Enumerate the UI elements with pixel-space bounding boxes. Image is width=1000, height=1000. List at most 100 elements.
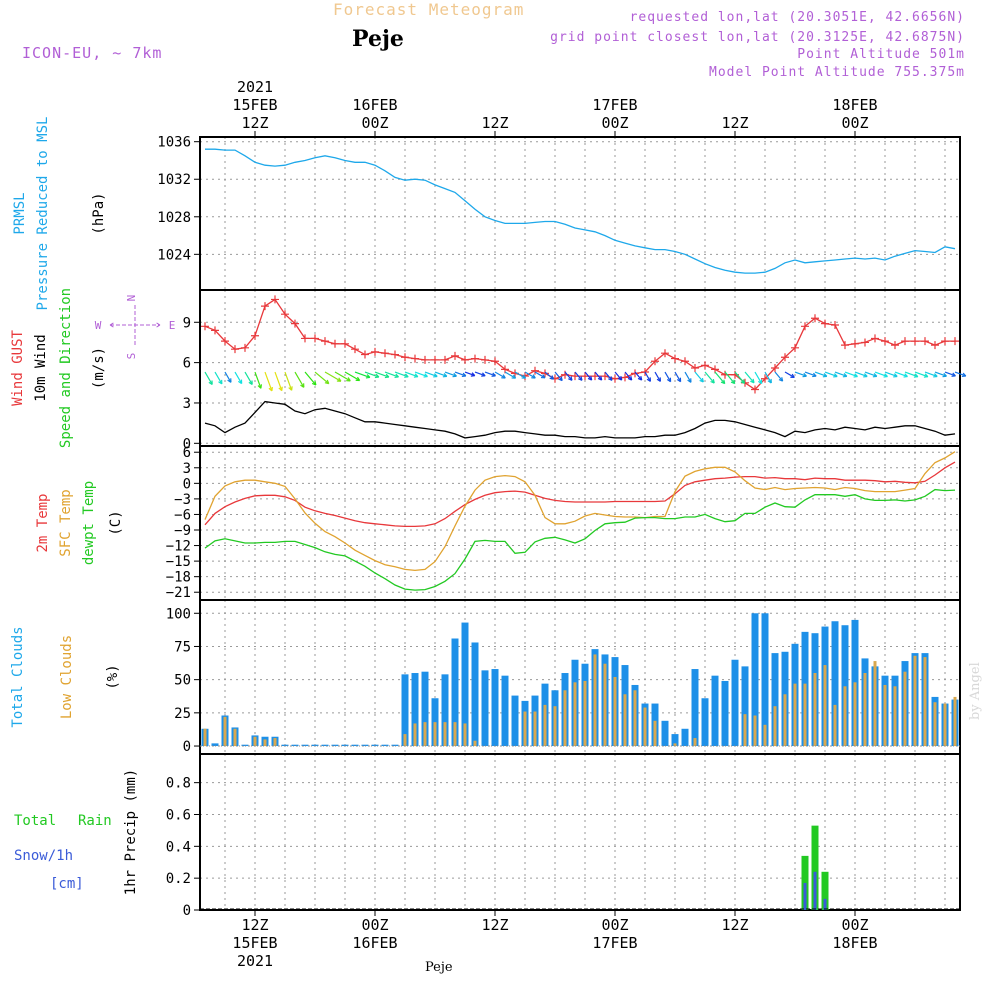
time-label-top: 00Z <box>841 114 868 132</box>
wind-arrow <box>874 371 888 378</box>
cloud-bar <box>543 704 547 747</box>
panel-clouds: 0 25 50 75 100 Total Clouds Low Clouds (%) <box>10 599 961 755</box>
cloud-bar <box>793 683 797 747</box>
gust-marker <box>861 338 869 347</box>
gust-marker <box>531 366 539 375</box>
wind-arrow-head <box>883 373 888 378</box>
gust-marker <box>401 353 409 362</box>
precip-bar <box>813 871 817 910</box>
gust-marker <box>701 361 709 370</box>
series-line <box>204 451 956 572</box>
wind-arrow <box>584 371 593 381</box>
legend-snow-label: Snow/1h <box>14 848 73 864</box>
cloud-bar <box>311 744 319 747</box>
y-tick-label: −9 <box>174 523 191 539</box>
wind-arrow <box>634 371 643 381</box>
wind-arrow-head <box>346 377 351 382</box>
requested-coordinates: requested lon,lat (20.3051E, 42.6656N) <box>629 10 965 25</box>
wind-arrow-head <box>521 374 527 379</box>
cloud-bar <box>411 673 419 747</box>
cloud-bar <box>701 698 709 747</box>
y-tick-label: 0 <box>183 476 191 492</box>
cloud-bar <box>943 703 947 747</box>
cloud-bar <box>721 680 729 747</box>
gust-marker <box>641 368 649 377</box>
wind-arrow <box>764 371 772 384</box>
cloud-bar <box>273 738 277 747</box>
y-tick-label: 3 <box>183 461 191 477</box>
cloud-bar <box>491 669 499 747</box>
time-label-bottom: 16FEB <box>352 934 397 952</box>
series-line <box>204 488 956 591</box>
gust-marker <box>771 364 779 372</box>
time-label-top: 12Z <box>481 114 508 132</box>
gust-marker <box>881 337 889 346</box>
gust-marker <box>921 337 929 346</box>
cloud-bar <box>481 670 489 747</box>
series-line <box>204 298 955 391</box>
gust-marker <box>611 374 619 383</box>
gust-marker <box>421 355 429 364</box>
cloud-bar <box>883 684 887 747</box>
cloud-bar <box>903 671 907 747</box>
wind-arrow-head <box>872 373 878 378</box>
y-axis-label: (m/s) <box>91 347 107 389</box>
time-label-top: 00Z <box>601 114 628 132</box>
time-label-bottom: 12Z <box>481 916 508 934</box>
wind-arrow-head <box>646 377 651 382</box>
compass-east-label: E <box>169 319 176 332</box>
gust-marker <box>341 339 349 348</box>
precip-bar <box>803 882 807 910</box>
cloud-bar <box>463 723 467 747</box>
y-axis-label: Low Clouds <box>59 635 75 719</box>
wind-arrow <box>844 371 858 378</box>
wind-arrow <box>514 371 526 379</box>
gust-marker <box>871 334 879 343</box>
cloud-bar <box>443 722 447 747</box>
cloud-bar <box>673 743 677 747</box>
time-label-top: 18FEB <box>832 96 877 114</box>
y-tick-label: 50 <box>174 673 191 689</box>
cloud-bar <box>473 740 477 747</box>
time-label-top: 17FEB <box>592 96 637 114</box>
wind-arrow-head <box>394 373 399 379</box>
wind-arrow-head <box>442 373 448 378</box>
wind-arrow <box>334 371 351 382</box>
gust-marker <box>201 322 209 331</box>
time-label-top: 15FEB <box>232 96 277 114</box>
wind-arrow-head <box>208 380 213 386</box>
cloud-bar <box>841 625 849 747</box>
wind-arrow-head <box>237 379 243 385</box>
wind-arrow <box>944 371 956 377</box>
wind-arrow-head <box>355 376 361 382</box>
wind-arrow-head <box>597 375 603 381</box>
wind-arrow-head <box>961 372 967 378</box>
gust-marker <box>261 302 269 311</box>
wind-arrow <box>524 371 536 379</box>
wind-arrow-head <box>257 384 262 389</box>
wind-arrow <box>304 371 317 386</box>
panel-pressure: 1024 1028 1032 1036 PRMSL Pressure Reduced to… <box>12 117 961 310</box>
wind-arrow <box>684 371 692 383</box>
wind-arrow <box>444 371 457 377</box>
cloud-bar <box>603 663 607 747</box>
cloud-bar <box>461 622 469 747</box>
cloud-bar <box>783 694 787 747</box>
cloud-bar <box>763 724 767 747</box>
cloud-bar <box>751 613 759 747</box>
cloud-bar <box>771 653 779 747</box>
wind-arrow <box>924 371 938 378</box>
cloud-bar <box>583 680 587 747</box>
cloud-bar <box>831 621 839 747</box>
cloud-bar <box>623 694 627 747</box>
wind-arrow-head <box>423 373 428 378</box>
wind-arrow-head <box>720 379 726 385</box>
gust-marker <box>381 349 389 358</box>
y-tick-label: 9 <box>183 315 191 331</box>
y-tick-label: 6 <box>183 445 191 461</box>
time-label-bottom: 17FEB <box>592 934 637 952</box>
gust-marker <box>231 345 239 354</box>
gust-marker <box>451 351 459 360</box>
y-tick-label: −15 <box>166 554 191 570</box>
cloud-bar <box>803 683 807 747</box>
